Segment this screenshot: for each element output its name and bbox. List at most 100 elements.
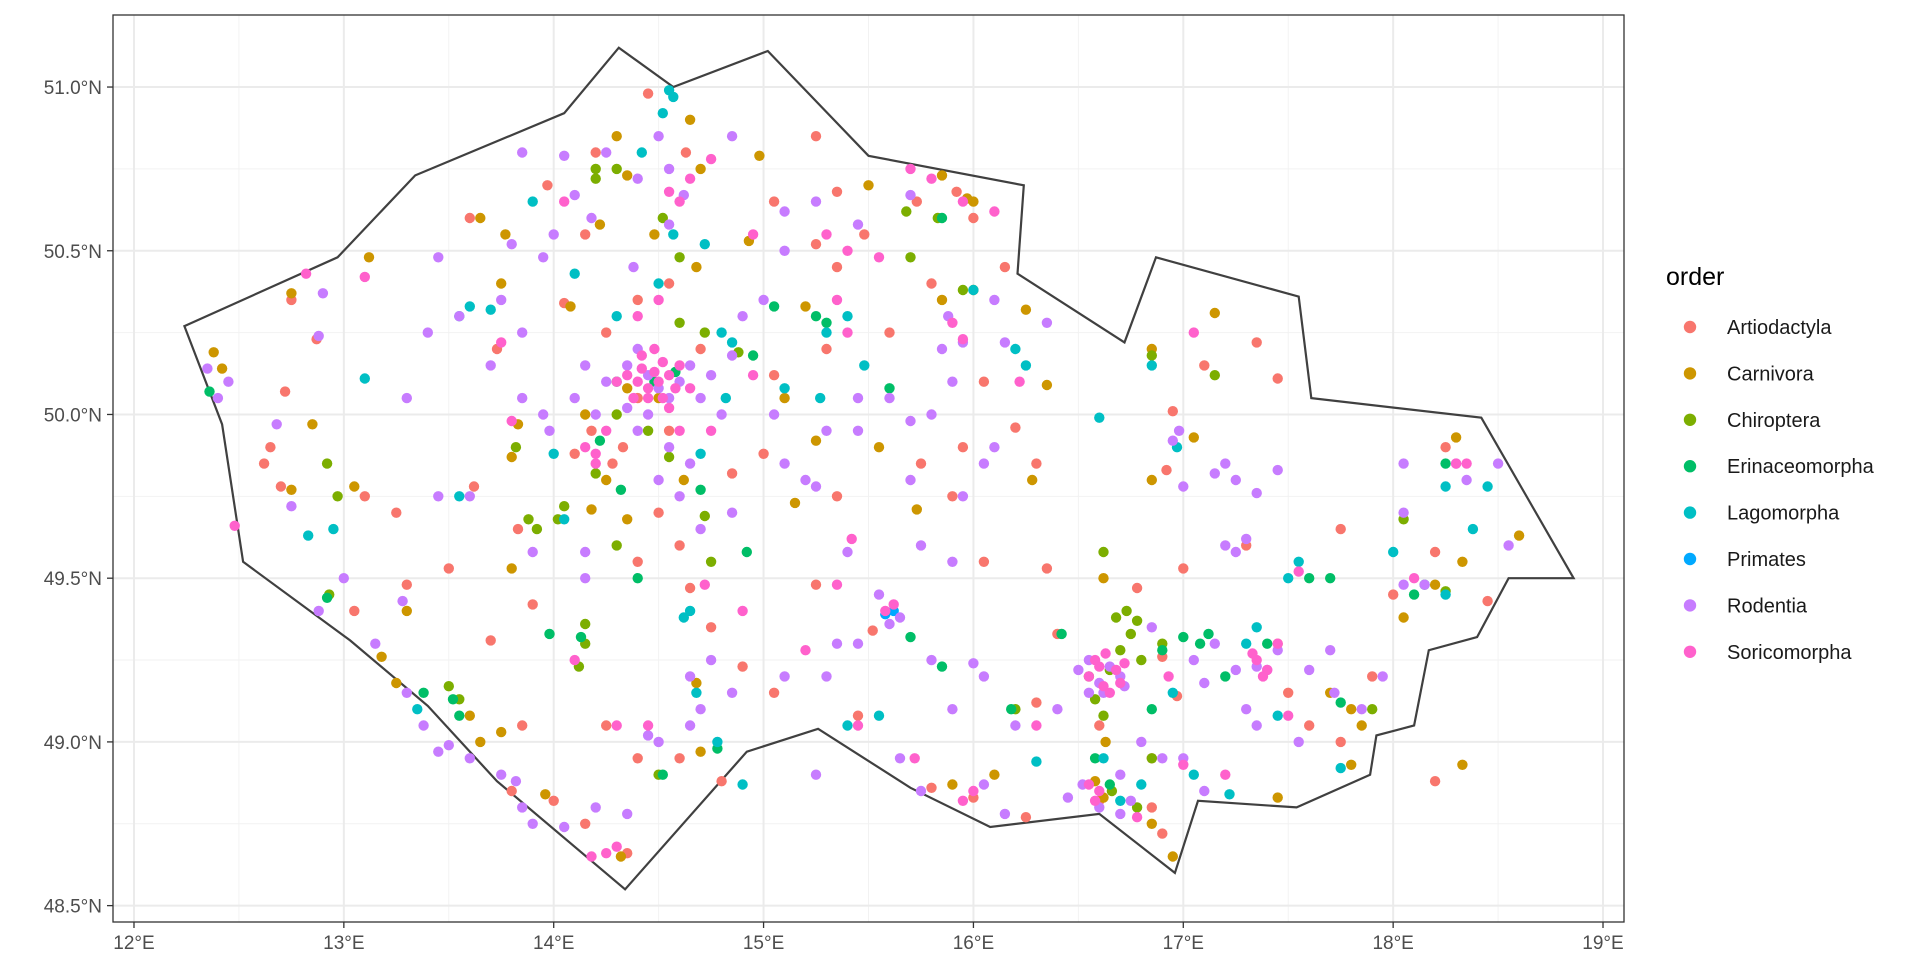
- point-lagomorpha: [1031, 756, 1042, 767]
- point-erinaceomorpha: [1304, 573, 1315, 584]
- point-soricomorpha: [559, 196, 570, 207]
- point-rodentia: [1272, 464, 1283, 476]
- point-artiodactyla: [999, 261, 1011, 273]
- y-tick-label: 51.0°N: [44, 78, 102, 99]
- point-carnivora: [936, 294, 948, 306]
- point-rodentia: [496, 294, 507, 306]
- point-carnivora: [1356, 720, 1367, 731]
- point-artiodactyla: [349, 605, 360, 617]
- point-soricomorpha: [957, 795, 969, 806]
- point-rodentia: [663, 163, 675, 175]
- point-carnivora: [363, 252, 375, 263]
- point-lagomorpha: [1224, 789, 1235, 800]
- point-soricomorpha: [1083, 779, 1095, 790]
- point-lagomorpha: [726, 337, 738, 348]
- point-rodentia: [433, 491, 444, 502]
- point-soricomorpha: [1257, 671, 1269, 682]
- point-artiodactyla: [580, 818, 591, 829]
- point-rodentia: [538, 252, 549, 263]
- point-rodentia: [1199, 785, 1210, 797]
- point-chiroptera: [510, 442, 522, 453]
- point-artiodactyla: [464, 212, 475, 224]
- point-carnivora: [1167, 851, 1179, 862]
- point-lagomorpha: [712, 736, 723, 748]
- point-chiroptera: [1367, 704, 1378, 715]
- point-soricomorpha: [1461, 458, 1472, 469]
- point-rodentia: [1062, 792, 1074, 803]
- point-rodentia: [1492, 458, 1504, 469]
- point-carnivora: [540, 789, 551, 800]
- point-soricomorpha: [880, 605, 891, 617]
- point-lagomorpha: [1136, 779, 1147, 790]
- point-rodentia: [622, 808, 633, 820]
- legend-label-carnivora: Carnivora: [1727, 363, 1815, 385]
- point-artiodactyla: [443, 563, 454, 574]
- x-tick-label: 15°E: [743, 933, 784, 954]
- point-chiroptera: [1209, 370, 1221, 381]
- point-artiodactyla: [1094, 720, 1105, 731]
- point-artiodactyla: [1304, 720, 1315, 731]
- point-chiroptera: [699, 327, 710, 338]
- x-tick-label: 16°E: [953, 933, 994, 954]
- point-artiodactyla: [590, 147, 601, 158]
- point-soricomorpha: [699, 579, 710, 590]
- point-rodentia: [947, 704, 958, 715]
- point-artiodactyla: [951, 186, 962, 197]
- point-soricomorpha: [1089, 654, 1101, 666]
- point-soricomorpha: [705, 153, 717, 165]
- point-rodentia: [758, 294, 769, 306]
- point-lagomorpha: [873, 710, 885, 721]
- point-soricomorpha: [831, 294, 843, 306]
- point-carnivora: [873, 442, 885, 453]
- point-chiroptera: [611, 409, 622, 420]
- point-rodentia: [517, 392, 528, 404]
- point-chiroptera: [1125, 628, 1137, 640]
- point-carnivora: [1450, 432, 1462, 443]
- point-carnivora: [1020, 304, 1032, 315]
- legend-label-rodentia: Rodentia: [1727, 595, 1808, 617]
- point-artiodactyla: [852, 710, 864, 721]
- point-soricomorpha: [670, 383, 681, 394]
- point-artiodactyla: [265, 442, 276, 453]
- point-rodentia: [622, 360, 633, 371]
- point-carnivora: [496, 726, 507, 738]
- point-rodentia: [202, 363, 213, 374]
- point-rodentia: [1041, 317, 1053, 328]
- point-soricomorpha: [611, 720, 622, 731]
- point-lagomorpha: [328, 523, 339, 535]
- point-carnivora: [475, 736, 486, 748]
- point-chiroptera: [642, 425, 654, 436]
- y-tick-label: 49.5°N: [44, 569, 102, 590]
- point-lagomorpha: [1167, 687, 1179, 698]
- point-artiodactyla: [580, 229, 591, 240]
- point-rodentia: [705, 654, 717, 666]
- point-carnivora: [1100, 736, 1111, 748]
- point-rodentia: [559, 821, 570, 833]
- point-artiodactyla: [911, 196, 922, 207]
- point-soricomorpha: [632, 311, 643, 322]
- point-lagomorpha: [821, 327, 832, 338]
- point-erinaceomorpha: [657, 769, 668, 780]
- point-carnivora: [1398, 612, 1409, 623]
- point-rodentia: [926, 654, 937, 666]
- point-rodentia: [842, 546, 853, 558]
- point-artiodactyla: [279, 386, 291, 397]
- point-artiodactyla: [1167, 406, 1179, 417]
- point-rodentia: [884, 392, 895, 404]
- point-carnivora: [691, 677, 702, 689]
- point-rodentia: [726, 687, 738, 698]
- point-rodentia: [433, 746, 444, 757]
- point-rodentia: [338, 573, 349, 584]
- point-soricomorpha: [649, 343, 660, 355]
- point-rodentia: [506, 239, 517, 250]
- point-carnivora: [601, 474, 612, 486]
- point-carnivora: [810, 435, 822, 446]
- point-carnivora: [1457, 759, 1468, 770]
- point-rodentia: [1052, 704, 1063, 715]
- point-rodentia: [397, 595, 408, 607]
- point-artiodactyla: [947, 491, 958, 502]
- point-lagomorpha: [1482, 481, 1493, 492]
- point-carnivora: [968, 196, 979, 207]
- point-carnivora: [1098, 573, 1109, 584]
- point-artiodactyla: [653, 507, 664, 518]
